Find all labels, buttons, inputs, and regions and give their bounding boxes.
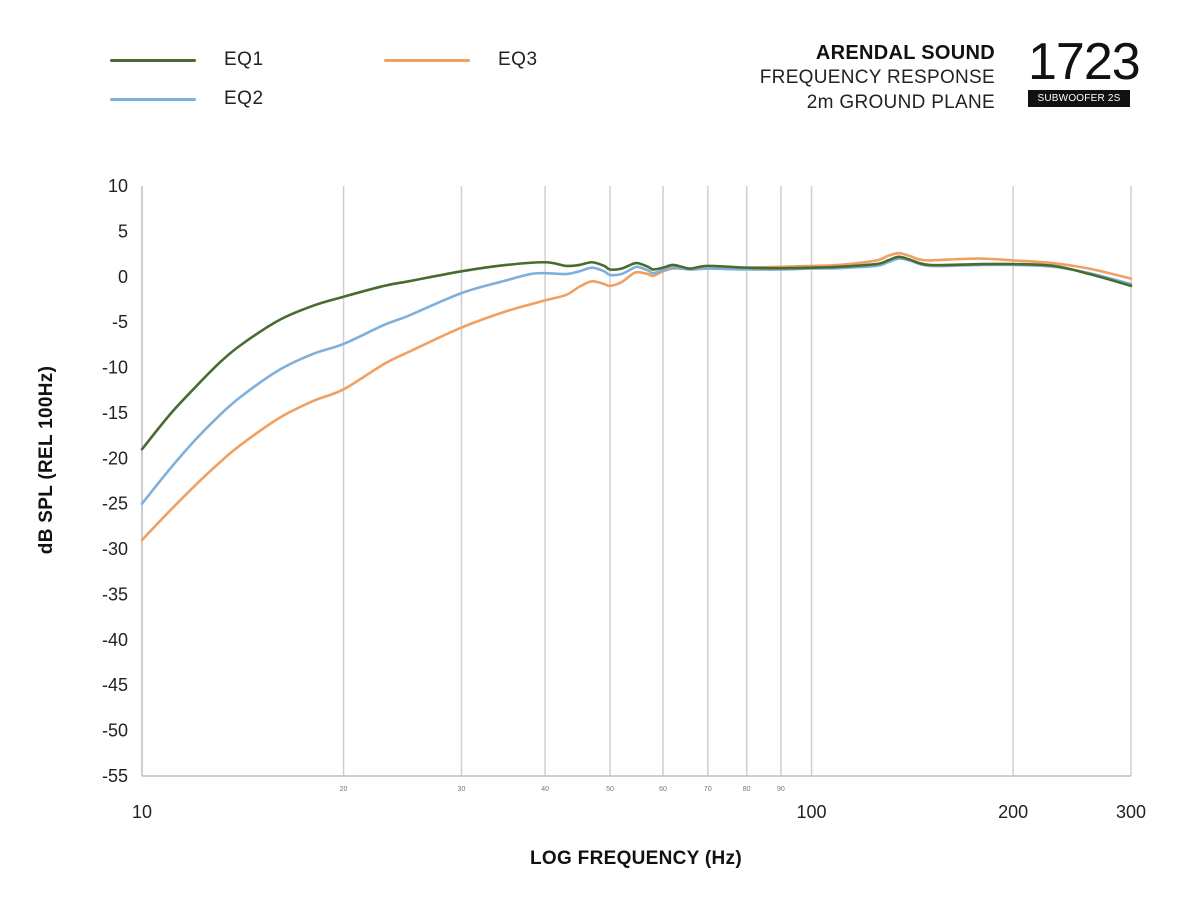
x-tick-label: 10 — [132, 802, 152, 822]
x-minor-tick-label: 40 — [541, 786, 549, 793]
y-tick-label: -20 — [102, 448, 128, 468]
y-tick-label: -25 — [102, 494, 128, 514]
legend-swatch-eq3 — [384, 58, 470, 62]
x-axis-label: LOG FREQUENCY (Hz) — [530, 848, 742, 869]
y-tick-label: -10 — [102, 358, 128, 378]
x-minor-tick-label: 80 — [743, 786, 751, 793]
x-minor-tick-label: 30 — [458, 786, 466, 793]
brand-block: ARENDAL SOUND FREQUENCY RESPONSE 2m GROU… — [760, 42, 995, 115]
model-logo: 1723 SUBWOOFER 2S — [1028, 33, 1141, 107]
y-tick-label: -50 — [102, 721, 128, 741]
axes-layer — [141, 186, 1131, 777]
legend-swatch-eq1 — [110, 58, 196, 62]
y-tick-label: -15 — [102, 403, 128, 423]
x-tick-label: 200 — [998, 802, 1028, 822]
series-layer — [140, 251, 1133, 542]
legend-label-eq1: EQ1 — [224, 49, 264, 70]
legend-item-eq2: EQ2 — [110, 88, 264, 110]
series-line-eq1 — [140, 255, 1133, 451]
y-tick-label: -5 — [112, 312, 128, 332]
brand-name: ARENDAL SOUND — [815, 42, 995, 64]
x-tick-label: 300 — [1116, 802, 1146, 822]
series-line-eq2 — [140, 257, 1133, 505]
legend-swatch-eq2 — [110, 97, 196, 101]
y-tick-label: -55 — [102, 766, 128, 786]
brand-subtitle-2: 2m GROUND PLANE — [806, 92, 995, 113]
y-tick-label: -45 — [102, 675, 128, 695]
y-tick-label: -30 — [102, 539, 128, 559]
y-axis-label: dB SPL (REL 100Hz) — [36, 365, 57, 555]
model-number: 1723 — [1028, 33, 1141, 91]
grid-layer — [342, 186, 1132, 776]
series-line-eq3 — [140, 251, 1133, 542]
x-minor-tick-label: 60 — [659, 786, 667, 793]
legend-item-eq1: EQ1 — [110, 49, 264, 71]
y-tick-label: -35 — [102, 584, 128, 604]
legend-label-eq3: EQ3 — [498, 49, 538, 70]
model-badge: SUBWOOFER 2S — [1028, 90, 1130, 107]
legend-item-eq3: EQ3 — [384, 49, 538, 71]
x-minor-tick-label: 50 — [606, 786, 614, 793]
y-tick-label: 5 — [118, 221, 128, 241]
y-tick-label: 10 — [108, 176, 128, 196]
y-tick-label: 0 — [118, 267, 128, 287]
x-tick-label: 100 — [797, 802, 827, 822]
y-tick-label: -40 — [102, 630, 128, 650]
x-minor-tick-label: 20 — [340, 786, 348, 793]
brand-subtitle-1: FREQUENCY RESPONSE — [759, 67, 995, 88]
x-minor-tick-label: 90 — [777, 786, 785, 793]
legend-label-eq2: EQ2 — [224, 88, 264, 109]
x-minor-tick-label: 70 — [704, 786, 712, 793]
